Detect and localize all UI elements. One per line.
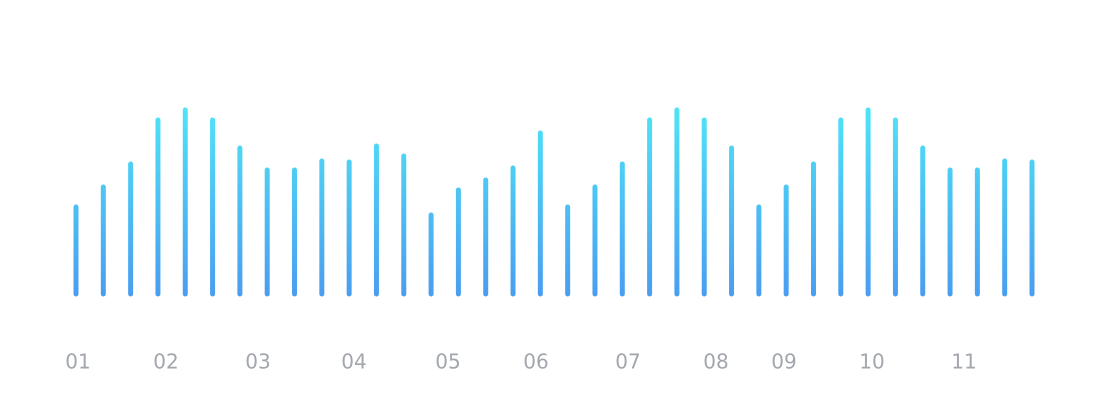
x-label: 06 xyxy=(523,350,548,374)
x-label: 05 xyxy=(435,350,460,374)
x-label: 10 xyxy=(859,350,884,374)
x-label: 11 xyxy=(951,350,976,374)
x-label: 07 xyxy=(615,350,640,374)
x-label: 04 xyxy=(341,350,366,374)
x-label: 03 xyxy=(245,350,270,374)
x-label: 01 xyxy=(65,350,90,374)
x-label: 08 xyxy=(703,350,728,374)
x-label: 02 xyxy=(153,350,178,374)
x-label: 09 xyxy=(771,350,796,374)
